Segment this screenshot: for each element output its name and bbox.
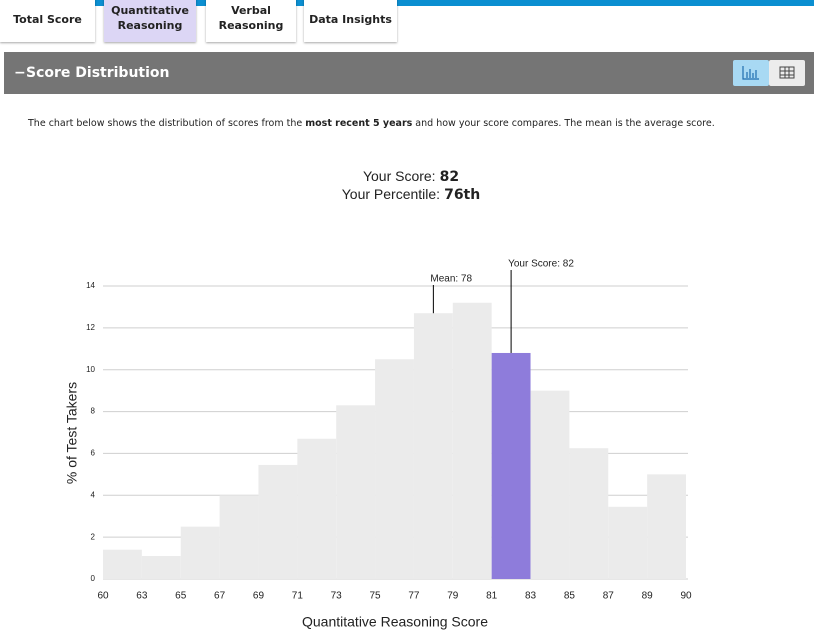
y-tick-label: 14 <box>86 281 95 290</box>
score-value: 82 <box>440 169 459 185</box>
x-tick-label: 77 <box>408 591 420 602</box>
score-line: Your Score: 82 <box>363 168 459 185</box>
x-tick-label: 65 <box>175 591 187 602</box>
tab-label: Quantitative <box>111 4 189 17</box>
y-tick-label: 10 <box>86 365 95 374</box>
tab-label: Reasoning <box>219 19 284 32</box>
annotation-label: Your Score: 82 <box>508 259 574 270</box>
y-tick-label: 6 <box>91 449 96 458</box>
tab-label: Data Insights <box>309 13 392 26</box>
bar <box>258 464 298 579</box>
tab[interactable] <box>304 0 397 42</box>
tabs: Total Score Quantitative Reasoning Verbal Re… <box>0 0 397 42</box>
tab[interactable] <box>104 0 196 42</box>
y-tick-label: 4 <box>91 490 96 499</box>
plot: 0 2 4 6 8 10 12 14 60 63 65 67 69 71 73 75 77 79 81 83 85 87 8… <box>86 259 692 602</box>
top-bar <box>0 0 814 6</box>
bar <box>297 438 337 579</box>
bar <box>103 549 142 579</box>
x-tick-label: 89 <box>642 591 654 602</box>
bar <box>647 474 686 579</box>
bar <box>180 526 220 579</box>
section-title: Score Distribution <box>26 65 170 81</box>
bar <box>530 390 570 579</box>
bar <box>413 313 453 579</box>
x-tick-label: 87 <box>603 591 615 602</box>
percentile-line: Your Percentile: 76th <box>342 186 480 203</box>
bar <box>491 352 531 579</box>
x-tick-label: 81 <box>486 591 498 602</box>
y-axis-title: % of Test Takers <box>64 382 80 484</box>
x-tick-label: 73 <box>331 591 343 602</box>
x-tick-label: 83 <box>525 591 537 602</box>
x-tick-label: 79 <box>447 591 459 602</box>
description: The chart below shows the distribution o… <box>27 118 715 129</box>
x-tick-label: 71 <box>292 591 304 602</box>
x-tick-label: 69 <box>253 591 265 602</box>
description-bold: most recent 5 years <box>305 118 412 129</box>
bar <box>608 506 648 579</box>
percentile-label: Your Percentile: <box>342 186 440 202</box>
tab-label: Total Score <box>13 13 82 26</box>
x-axis-title: Quantitative Reasoning Score <box>302 614 488 630</box>
bar <box>336 405 376 579</box>
y-tick-label: 0 <box>91 574 96 583</box>
bar <box>452 302 492 579</box>
bar <box>219 495 259 579</box>
description-text: and how your score compares. The mean is… <box>412 118 714 129</box>
x-tick-label: 75 <box>370 591 382 602</box>
score-label: Your Score: <box>363 168 436 184</box>
chart-view-button[interactable] <box>733 60 769 86</box>
y-tick-label: 8 <box>91 407 96 416</box>
tab[interactable] <box>206 0 296 42</box>
y-tick-label: 2 <box>91 532 96 541</box>
collapse-icon[interactable]: − <box>14 65 26 81</box>
table-icon <box>779 66 795 79</box>
x-tick-label: 85 <box>564 591 576 602</box>
bar <box>141 555 181 579</box>
bar <box>375 359 414 579</box>
percentile-value: 76th <box>444 187 480 203</box>
tab[interactable] <box>0 0 95 42</box>
table-view-button[interactable] <box>769 60 805 86</box>
x-tick-label: 90 <box>680 591 692 602</box>
annotation-label: Mean: 78 <box>430 274 472 285</box>
chart-icon <box>742 66 759 80</box>
x-tick-label: 67 <box>214 591 226 602</box>
section-header <box>4 52 814 94</box>
y-tick-label: 12 <box>86 323 95 332</box>
tab-label: Verbal <box>231 4 271 17</box>
x-tick-label: 60 <box>97 591 109 602</box>
x-tick-label: 63 <box>136 591 148 602</box>
bar <box>569 448 609 579</box>
tab-label: Reasoning <box>118 19 183 32</box>
description-text: The chart below shows the distribution o… <box>27 118 305 129</box>
